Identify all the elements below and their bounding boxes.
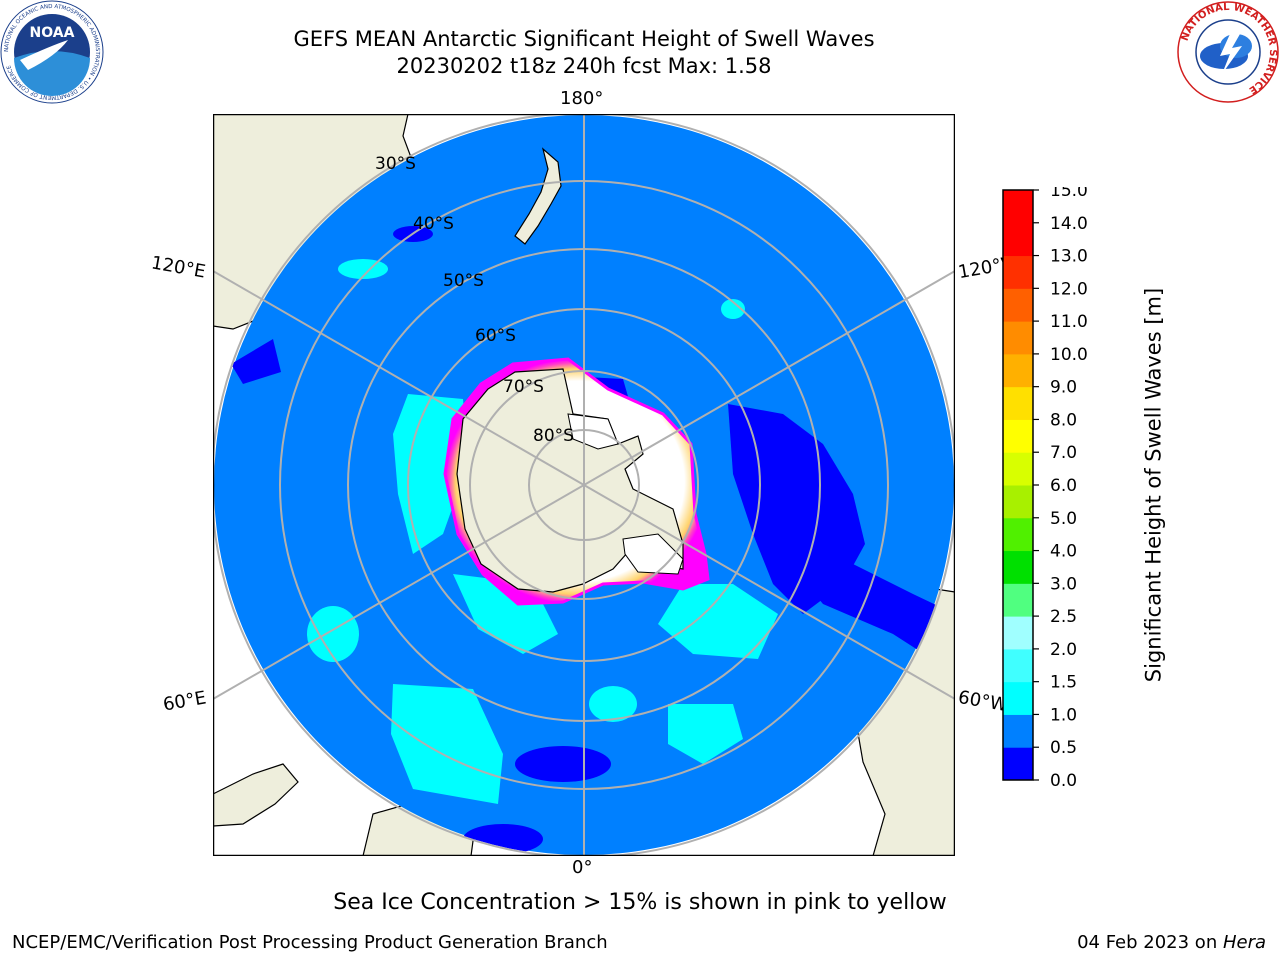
colorbar-tick-label: 0.5 [1050,738,1077,758]
colorbar-tick-label: 9.0 [1050,378,1077,398]
svg-text:NOAA: NOAA [30,25,75,41]
lat-label-50s: 50°S [443,271,484,291]
colorbar-segment [1003,517,1033,552]
colorbar-segment [1003,747,1033,781]
colorbar-tick-label: 6.0 [1050,476,1077,496]
colorbar-segment [1003,681,1033,715]
lon-label-0: 0° [572,857,593,878]
graticule [213,114,955,856]
colorbar-segment [1003,288,1033,322]
lon-label-60e: 60°E [161,687,208,716]
colorbar-tick-label: 2.5 [1050,607,1077,627]
colorbar-label: Significant Height of Swell Waves [m] [1141,287,1166,683]
colorbar-tick-label: 3.0 [1050,574,1077,594]
colorbar-tick-label: 11.0 [1050,312,1088,332]
colorbar-segment [1003,714,1033,748]
colorbar-tick-label: 12.0 [1050,279,1088,299]
lat-label-60s: 60°S [475,326,516,346]
colorbar-segment [1003,353,1033,388]
colorbar-tick-label: 7.0 [1050,443,1077,463]
colorbar-tick-label: 0.0 [1050,771,1077,787]
colorbar-tick-label: 2.0 [1050,640,1077,660]
colorbar-tick-label: 1.5 [1050,673,1077,693]
colorbar-segment [1003,452,1033,486]
noaa-logo: NATIONAL OCEANIC AND ATMOSPHERIC ADMINIS… [0,0,104,104]
colorbar-segment [1003,616,1033,650]
chart-subtitle: 20230202 t18z 240h fcst Max: 1.58 [396,54,772,78]
colorbar-tick-label: 5.0 [1050,509,1077,529]
colorbar-tick-label: 4.0 [1050,542,1077,562]
chart-title: GEFS MEAN Antarctic Significant Height o… [293,27,875,51]
colorbar-segment [1003,190,1033,224]
lat-label-40s: 40°S [413,214,454,234]
latitude-labels: 30°S 40°S 50°S 60°S 70°S 80°S [375,154,574,446]
lat-label-70s: 70°S [503,377,544,397]
footer-date-text: 04 Feb 2023 on [1077,932,1223,953]
lon-label-120e: 120°E [149,252,208,283]
lat-label-30s: 30°S [375,154,416,174]
colorbar-segment [1003,321,1033,355]
colorbar-segment [1003,419,1033,453]
colorbar-segment [1003,485,1033,519]
colorbar-tick-label: 1.0 [1050,705,1077,725]
colorbar-segment [1003,583,1033,617]
colorbar-tick-label: 8.0 [1050,410,1077,430]
land-madagascar [213,763,299,827]
map-frame [213,114,955,856]
lon-label-180: 180° [560,88,604,109]
footer-credit: NCEP/EMC/Verification Post Processing Pr… [12,932,608,953]
colorbar-segment [1003,255,1033,289]
colorbar-segment [1003,222,1033,257]
colorbar-tick-label: 15.0 [1050,187,1088,201]
weddell-ice-shelf [622,533,684,575]
colorbar: 0.0 0.5 1.0 1.5 2.0 2.5 3.0 4.0 5.0 6.0 7.0 8.0 9.0 1… [1002,187,1088,787]
colorbar-tick-label: 13.0 [1050,247,1088,267]
nws-logo: NATIONAL WEATHER SERVICE [1177,1,1279,103]
polar-map: 30°S 40°S 50°S 60°S 70°S 80°S [213,114,955,856]
colorbar-tick-label: 10.0 [1050,345,1088,365]
sea-ice-note: Sea Ice Concentration > 15% is shown in … [333,890,947,915]
footer-host: Hera [1222,932,1266,953]
colorbar-segment [1003,550,1033,584]
colorbar-segment [1003,386,1033,420]
lat-label-80s: 80°S [533,426,574,446]
colorbar-segment [1003,648,1033,683]
colorbar-tick-label: 14.0 [1050,214,1088,234]
footer-date: 04 Feb 2023 on Hera [1077,932,1266,953]
